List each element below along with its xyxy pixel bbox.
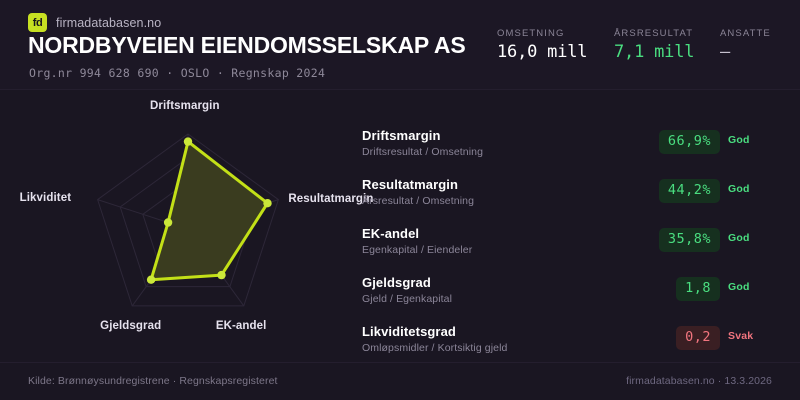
status-badge: God (728, 281, 750, 293)
fd-logo-icon: fd (28, 13, 47, 32)
radar-axis-label-likviditet: Likviditet (19, 191, 72, 204)
brand-site-name: firmadatabasen.no (56, 15, 162, 30)
metric-value-badge: 44,2% (658, 179, 720, 203)
kpi-arsresultat: ÅRSRESULTAT 7,1 mill (614, 28, 720, 61)
radar-axis-label-resultatmargin: Resultatmargin (288, 192, 374, 205)
footer-source: Kilde: Brønnøysundregistrene · Regnskaps… (28, 375, 278, 387)
kpi-ansatte: ANSATTE – (720, 28, 774, 61)
kpi-label: OMSETNING (497, 28, 565, 39)
header-bar: fd firmadatabasen.no NORDBYVEIEN EIENDOM… (0, 0, 800, 90)
kpi-value: – (720, 42, 731, 62)
metric-formula: Driftsresultat / Omsetning (362, 146, 484, 158)
kpi-label: ANSATTE (720, 28, 771, 39)
metric-name: Gjeldsgrad (362, 275, 431, 290)
kpi-label: ÅRSRESULTAT (614, 28, 694, 39)
footer-bar: Kilde: Brønnøysundregistrene · Regnskaps… (0, 362, 800, 400)
status-badge: God (728, 183, 750, 195)
status-badge: Svak (728, 330, 754, 342)
page-title: NORDBYVEIEN EIENDOMSSELSKAP AS (28, 32, 466, 58)
metric-value-badge: 35,8% (658, 228, 720, 252)
radar-chart-svg (97, 133, 279, 307)
metric-name: EK-andel (362, 226, 420, 241)
metric-row-driftsmargin: Driftsmargin Driftsresultat / Omsetning … (362, 128, 782, 168)
radar-data-area (149, 140, 269, 282)
status-badge: God (728, 134, 750, 146)
status-badge: God (728, 232, 750, 244)
metric-name: Likviditetsgrad (362, 324, 456, 339)
radar-axis-label-driftsmargin: Driftsmargin (150, 100, 220, 112)
metric-formula: Årsresultat / Omsetning (362, 195, 475, 207)
footer-attribution: firmadatabasen.no · 13.3.2026 (626, 375, 772, 387)
kpi-value: 16,0 mill (497, 42, 588, 62)
metric-formula: Egenkapital / Eiendeler (362, 244, 473, 256)
metric-formula: Gjeld / Egenkapital (362, 293, 453, 305)
metric-name: Resultatmargin (362, 177, 459, 192)
metric-value-badge: 0,2 (676, 326, 720, 350)
metric-row-gjeldsgrad: Gjeldsgrad Gjeld / Egenkapital 1,8 God (362, 275, 782, 315)
brand[interactable]: fd firmadatabasen.no (28, 13, 161, 32)
metric-value-badge: 1,8 (676, 277, 720, 301)
metric-value-badge: 66,9% (658, 130, 720, 154)
radar-data-points (146, 137, 272, 284)
radar-chart: Driftsmargin Resultatmargin EK-andel Gje… (0, 92, 374, 340)
kpi-omsetning: OMSETNING 16,0 mill (497, 28, 614, 61)
radar-axis-label-ek-andel: EK-andel (215, 319, 267, 332)
metric-row-likviditetsgrad: Likviditetsgrad Omløpsmidler / Kortsikti… (362, 324, 782, 364)
metrics-list: Driftsmargin Driftsresultat / Omsetning … (362, 128, 782, 373)
metric-name: Driftsmargin (362, 128, 441, 143)
radar-axis-label-gjeldsgrad: Gjeldsgrad (100, 319, 162, 332)
company-meta: Org.nr 994 628 690 · OSLO · Regnskap 202… (29, 66, 326, 80)
metric-row-ek-andel: EK-andel Egenkapital / Eiendeler 35,8% G… (362, 226, 782, 266)
metric-formula: Omløpsmidler / Kortsiktig gjeld (362, 342, 508, 354)
kpi-value: 7,1 mill (614, 42, 695, 62)
kpi-group: OMSETNING 16,0 mill ÅRSRESULTAT 7,1 mill… (497, 28, 774, 61)
metric-row-resultatmargin: Resultatmargin Årsresultat / Omsetning 4… (362, 177, 782, 217)
